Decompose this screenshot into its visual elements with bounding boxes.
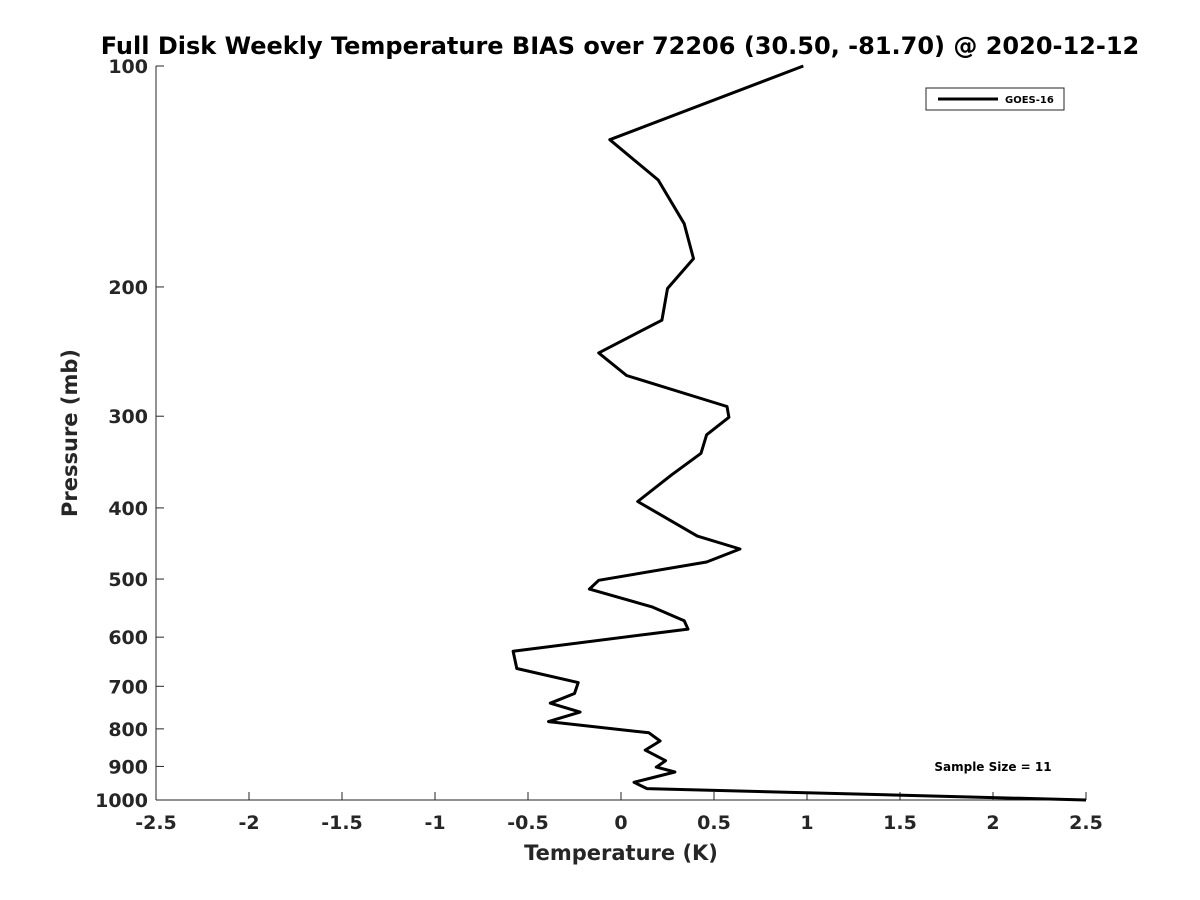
y-tick-label: 600 [108, 627, 148, 649]
chart-title: Full Disk Weekly Temperature BIAS over 7… [101, 32, 1140, 60]
x-tick-label: -0.5 [507, 812, 549, 834]
x-tick-label: 0 [614, 812, 627, 834]
series-layer [511, 64, 1087, 802]
y-tick-label: 400 [108, 498, 148, 520]
x-tick-label: -1 [424, 812, 445, 834]
x-axis-label: Temperature (K) [524, 841, 718, 865]
legend-label-goes16: GOES-16 [1005, 95, 1054, 106]
x-tick-label: 0.5 [697, 812, 731, 834]
legend: GOES-16 [925, 87, 1065, 111]
y-tick-label: 500 [108, 569, 148, 591]
x-tick-label: 2 [986, 812, 999, 834]
series-line-goes16 [511, 64, 1087, 802]
y-tick-label: 300 [108, 406, 148, 428]
y-tick-label: 900 [108, 756, 148, 778]
y-tick-label: 700 [108, 676, 148, 698]
sample-size-annotation: Sample Size = 11 [934, 760, 1051, 774]
x-tick-label: -2.5 [135, 812, 177, 834]
x-ticks: -2.5 -2 -1.5 -1 -0.5 0 0.5 1 1.5 2 2.5 [135, 792, 1103, 834]
x-tick-label: -1.5 [321, 812, 363, 834]
x-tick-label: -2 [238, 812, 259, 834]
y-tick-label: 1000 [95, 790, 148, 812]
y-tick-label: 800 [108, 719, 148, 741]
y-tick-label: 200 [108, 277, 148, 299]
y-ticks: 100 200 300 400 500 600 700 800 900 1000 [95, 56, 164, 812]
x-tick-label: 1.5 [883, 812, 917, 834]
x-tick-label: 2.5 [1069, 812, 1103, 834]
y-tick-label: 100 [108, 56, 148, 78]
y-axis-label: Pressure (mb) [58, 349, 82, 517]
x-tick-label: 1 [800, 812, 813, 834]
